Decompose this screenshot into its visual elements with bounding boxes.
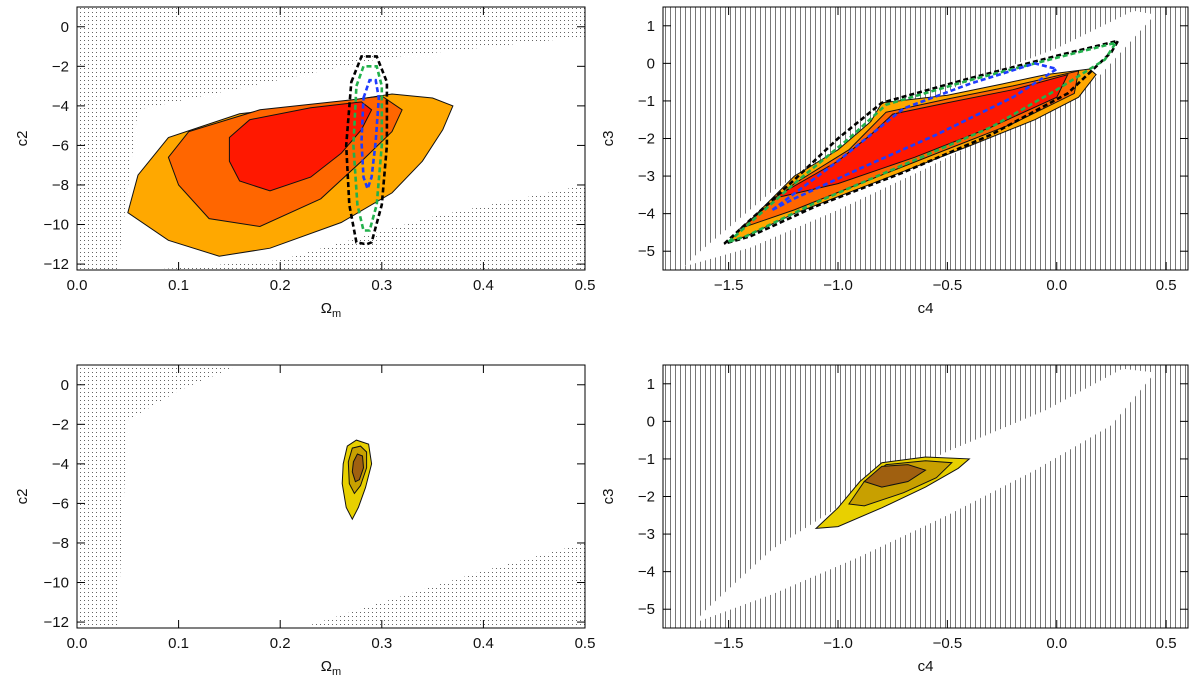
panel-bottom-left: 0.0 0.1 0.2 0.3 0.4 0.5 0 −2 −4 −6 −8 −10 −12 Ωm c2 (14, 364, 596, 678)
y-tick-label: 1 (647, 18, 655, 35)
y-tick-label: −4 (638, 206, 655, 223)
x-tick-label: 0.0 (67, 635, 88, 652)
y-tick-label: −2 (52, 416, 69, 433)
plot-area (77, 365, 585, 628)
y-tick-label: −12 (44, 256, 69, 273)
y-axis-label: c3 (600, 489, 617, 505)
x-tick-label: 0.1 (168, 277, 189, 294)
y-tick-label: 0 (647, 413, 655, 430)
probe-contour-green (727, 40, 1119, 244)
y-axis-label: c2 (14, 489, 31, 505)
x-tick-label: 0.5 (575, 277, 596, 294)
y-tick-label: 0 (61, 377, 69, 394)
x-tick-label: 0.0 (1046, 277, 1067, 294)
y-tick-label: −10 (44, 217, 69, 234)
x-tick-label: −0.5 (933, 277, 963, 294)
x-tick-label: 0.2 (270, 277, 291, 294)
contour-1sigma (351, 453, 365, 483)
x-tick-label: 0.4 (473, 635, 494, 652)
panel-top-left: 0.0 0.1 0.2 0.3 0.4 0.5 0 −2 −4 −6 −8 −10 −12 Ωm c2 (14, 6, 596, 320)
y-tick-label: −1 (638, 93, 655, 110)
plot-area (663, 7, 1188, 270)
y-tick-label: −4 (52, 98, 69, 115)
y-tick-label: −6 (52, 495, 69, 512)
probe-contour-black (344, 55, 389, 246)
x-tick-label: 0.3 (371, 635, 392, 652)
y-tick-label: −3 (638, 168, 655, 185)
allowed-band (695, 368, 1156, 623)
x-axis-label: Ωm (321, 300, 341, 320)
plot-frame (76, 364, 586, 629)
x-axis-label: c4 (918, 658, 934, 675)
y-axis-label: c2 (14, 131, 31, 147)
y-tick-label: −4 (52, 456, 69, 473)
plot-area (77, 7, 585, 270)
y-tick-label: −2 (638, 489, 655, 506)
plot-frame (76, 6, 586, 271)
excluded-region-lower (300, 543, 585, 628)
y-tick-label: −10 (44, 575, 69, 592)
probe-contour-blue (771, 62, 1061, 212)
probe-contour-green (352, 65, 384, 232)
x-tick-label: −1.5 (714, 277, 744, 294)
x-tick-label: 0.0 (1046, 635, 1067, 652)
y-tick-label: −8 (52, 177, 69, 194)
x-tick-label: −0.5 (933, 635, 963, 652)
excluded-region-upper (77, 7, 585, 270)
y-tick-label: −8 (52, 535, 69, 552)
panel-bottom-right: −1.5 −1.0 −0.5 0.0 0.5 1 0 −1 −2 −3 −4 −5 c4 c3 (600, 364, 1189, 675)
excluded-region-upper (77, 365, 240, 628)
probe-contour-black (723, 38, 1121, 245)
x-tick-label: 0.4 (473, 277, 494, 294)
x-axis-label: c4 (918, 300, 934, 317)
y-tick-label: −3 (638, 526, 655, 543)
x-tick-label: 0.3 (371, 277, 392, 294)
y-tick-label: 1 (647, 376, 655, 393)
y-tick-label: −6 (52, 137, 69, 154)
x-tick-label: 0.5 (1156, 635, 1177, 652)
y-axis-label: c3 (600, 131, 617, 147)
y-tick-label: −5 (638, 243, 655, 260)
plot-area (663, 365, 1188, 628)
contour-1sigma (228, 101, 373, 192)
x-tick-label: −1.5 (714, 635, 744, 652)
y-tick-label: −1 (638, 451, 655, 468)
y-tick-label: −5 (638, 601, 655, 618)
excluded-region-lower (148, 185, 585, 270)
panel-top-right: −1.5 −1.0 −0.5 0.0 0.5 1 0 −1 −2 −3 −4 −5 c4 c3 (600, 6, 1189, 317)
y-tick-label: −4 (638, 564, 655, 581)
x-tick-label: 0.0 (67, 277, 88, 294)
y-tick-label: 0 (647, 55, 655, 72)
contour-1sigma (863, 464, 927, 488)
x-tick-label: −1.0 (823, 277, 853, 294)
x-axis-label: Ωm (321, 658, 341, 678)
x-tick-label: −1.0 (823, 635, 853, 652)
x-tick-label: 0.2 (270, 635, 291, 652)
y-tick-label: 0 (61, 19, 69, 36)
y-tick-label: −12 (44, 614, 69, 631)
y-tick-label: −2 (638, 131, 655, 148)
x-tick-label: 0.5 (575, 635, 596, 652)
x-tick-label: 0.5 (1156, 277, 1177, 294)
x-tick-label: 0.1 (168, 635, 189, 652)
probe-contour-blue (360, 78, 381, 193)
y-tick-label: −2 (52, 58, 69, 75)
